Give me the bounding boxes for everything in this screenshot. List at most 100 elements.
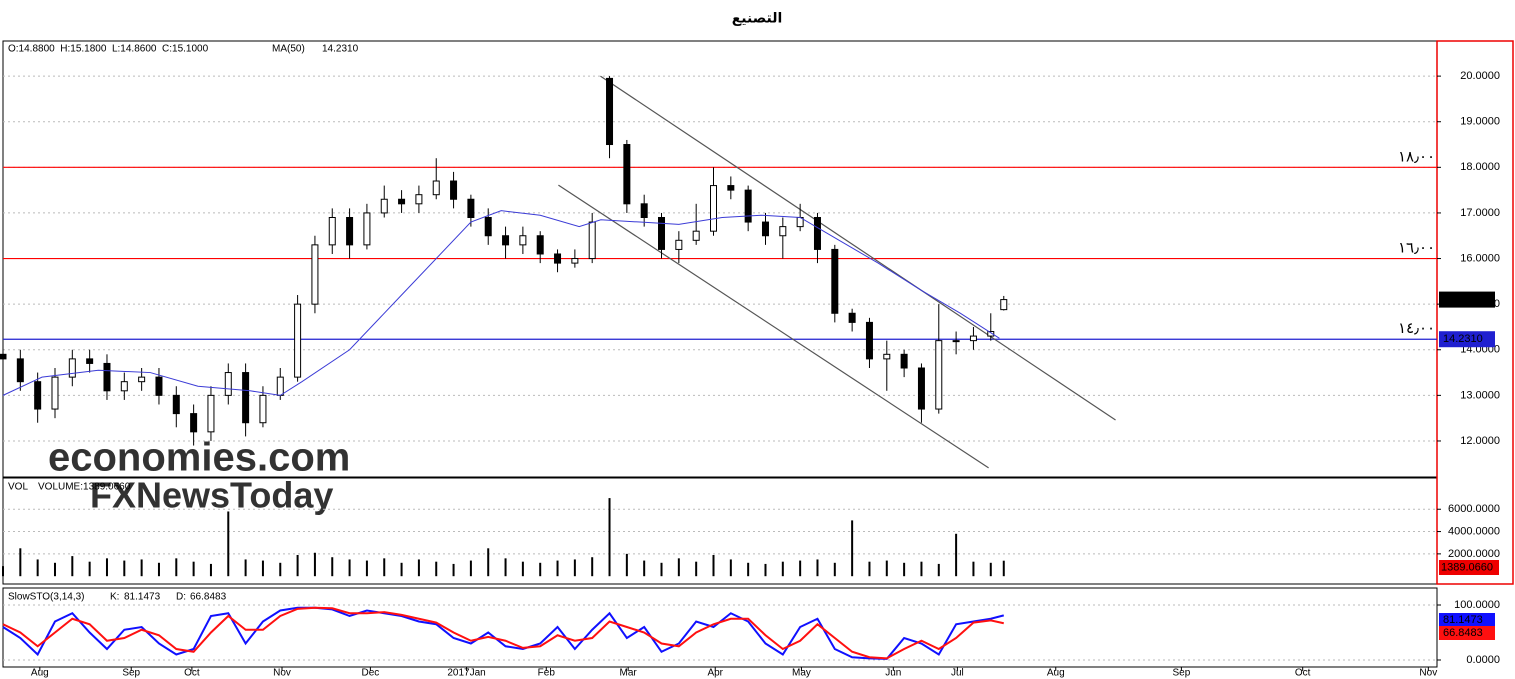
- price-box: [1439, 291, 1495, 308]
- volume-last: 1389.0660: [1441, 561, 1493, 573]
- candle-body: [276, 376, 284, 396]
- volume-bar: [157, 562, 160, 577]
- legend-value: 66.8483: [190, 592, 227, 603]
- volume-bar: [452, 563, 455, 577]
- volume-bar: [105, 558, 108, 577]
- level-box: [1439, 331, 1495, 348]
- volume-bar: [417, 559, 420, 577]
- candle-body: [744, 189, 752, 223]
- y-tick-label: 17.0000: [1460, 207, 1500, 219]
- candle-body: [328, 216, 336, 246]
- volume-bar: [53, 562, 56, 577]
- candle-body: [813, 216, 821, 250]
- volume-bar: [469, 560, 472, 577]
- volume-bar: [833, 562, 836, 577]
- candle-body: [224, 372, 232, 396]
- x-tick-label: Oct: [1295, 668, 1311, 679]
- x-tick-label: Dec: [361, 668, 379, 679]
- candle-body: [363, 212, 371, 246]
- volume-bar: [573, 559, 576, 577]
- candle-body: [120, 381, 128, 392]
- stoch-line: [2, 606, 1004, 660]
- volume-bar: [955, 533, 958, 577]
- stoch-last: 81.1473: [1443, 614, 1483, 626]
- candle-body: [68, 358, 76, 378]
- ma-name: MA(50): [272, 44, 305, 55]
- volume-bar: [937, 563, 940, 577]
- volume-bar: [556, 560, 559, 577]
- candle-body: [883, 353, 891, 360]
- volume-bar: [123, 560, 126, 577]
- candle-body: [588, 221, 596, 260]
- candle-body: [380, 198, 388, 214]
- annotation: ١٦٫٠٠: [1398, 240, 1435, 257]
- candle-body: [103, 362, 111, 392]
- candle-body: [242, 372, 250, 424]
- volume-bar: [279, 562, 282, 577]
- volume-bar: [608, 498, 611, 577]
- candle-body: [987, 331, 995, 337]
- x-tick-label: Mar: [620, 668, 638, 679]
- candle-body: [138, 376, 146, 383]
- x-tick-label: Apr: [707, 668, 723, 679]
- volume-bar: [435, 561, 438, 577]
- candle-body: [0, 353, 7, 360]
- volume-bar: [348, 559, 351, 577]
- candle-body: [34, 381, 42, 410]
- x-tick-label: Nov: [1419, 668, 1437, 679]
- volume-bar: [677, 558, 680, 577]
- volume-bar: [591, 557, 594, 577]
- volume-bar: [729, 559, 732, 577]
- candle-body: [692, 230, 700, 241]
- volume-bar: [244, 559, 247, 577]
- level-label: 14.2310: [1443, 333, 1483, 345]
- candle-body: [172, 394, 180, 415]
- y-tick-label: 0.0000: [1466, 654, 1500, 666]
- y-tick-label: 18.0000: [1460, 161, 1500, 173]
- candle-body: [761, 221, 769, 237]
- x-tick-label: Aug: [1047, 668, 1065, 679]
- ma-value: 14.2310: [322, 44, 359, 55]
- volume-box: [1439, 560, 1499, 575]
- candle-body: [519, 235, 527, 246]
- candle-body: [640, 203, 648, 218]
- candle-body: [675, 239, 683, 250]
- x-tick-label: Jun: [885, 668, 901, 679]
- candle-body: [86, 358, 94, 364]
- y-tick-label: 20.0000: [1460, 70, 1500, 82]
- x-tick-label: May: [792, 668, 811, 679]
- legend-name: D:: [176, 592, 186, 603]
- candle-body: [658, 216, 666, 250]
- volume-bar: [400, 562, 403, 577]
- trend-line: [600, 75, 1116, 421]
- volume-bar: [261, 560, 264, 577]
- candle-body: [900, 353, 908, 369]
- ohlc-info: O:14.8800 H:15.1800 L:14.8600 C:15.1000: [8, 44, 209, 55]
- x-tick-label: Sep: [1172, 668, 1190, 679]
- candle-body: [502, 235, 510, 246]
- volume-bar: [383, 558, 386, 577]
- watermark: economies.com: [48, 436, 350, 480]
- candle-body: [259, 394, 267, 424]
- y-tick-label: 6000.0000: [1448, 503, 1500, 515]
- candle-body: [207, 394, 215, 433]
- volume-name: VOLUME:1389.0660: [38, 482, 131, 493]
- ma-line: [2, 210, 1000, 396]
- stoch-box: [1439, 626, 1495, 640]
- volume-bar: [643, 560, 646, 577]
- candle-body: [398, 198, 406, 205]
- candle-body: [536, 235, 544, 255]
- candle-body: [415, 194, 423, 205]
- candle-body: [450, 180, 458, 200]
- panel-title: SlowSTO(3,14,3): [8, 592, 85, 603]
- volume-bar: [487, 548, 490, 577]
- chart-title: التصنيع: [732, 10, 783, 27]
- volume-bar: [140, 559, 143, 577]
- volume-bar: [764, 563, 767, 577]
- volume-bar: [175, 558, 178, 577]
- volume-bar: [88, 561, 91, 577]
- legend-value: 81.1473: [124, 592, 161, 603]
- volume-bar: [747, 562, 750, 577]
- candle-body: [606, 77, 614, 146]
